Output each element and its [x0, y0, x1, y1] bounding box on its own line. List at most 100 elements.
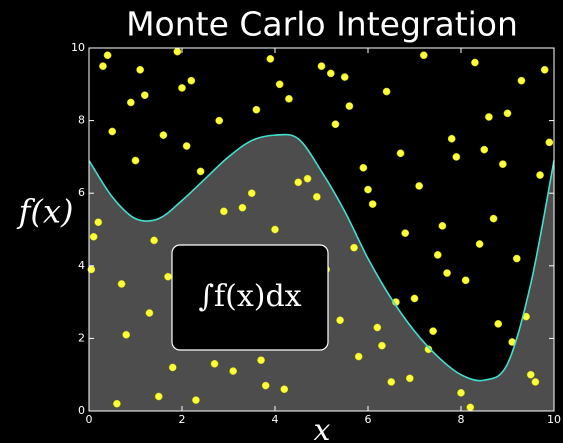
sample-point — [447, 134, 456, 143]
sample-point — [512, 254, 521, 263]
x-axis-label: x — [314, 413, 331, 443]
sample-point — [326, 69, 335, 78]
sample-point — [108, 127, 117, 136]
sample-point — [220, 207, 228, 216]
sample-point — [499, 160, 507, 169]
y-axis-label: f(x) — [17, 193, 74, 231]
sample-point — [178, 84, 186, 92]
sample-point — [192, 396, 200, 404]
sample-point — [340, 73, 349, 81]
sample-point — [401, 229, 410, 237]
sample-point — [373, 323, 382, 332]
sample-point — [257, 356, 265, 365]
sample-point — [103, 51, 112, 60]
y-tick-label: 6 — [78, 186, 85, 199]
sample-point — [424, 345, 433, 354]
sample-point — [99, 62, 107, 71]
sample-point — [345, 102, 354, 110]
sample-point — [173, 47, 182, 56]
x-tick-label: 10 — [547, 413, 561, 426]
sample-point — [247, 189, 256, 198]
sample-point — [378, 341, 386, 350]
sample-point — [164, 272, 172, 281]
sample-point — [433, 251, 442, 259]
sample-point — [215, 116, 224, 125]
sample-point — [350, 243, 358, 252]
sample-point — [261, 381, 270, 390]
sample-point — [475, 240, 484, 248]
sample-point — [485, 113, 493, 121]
sample-point — [94, 218, 103, 227]
sample-point — [471, 58, 479, 67]
sample-point — [415, 182, 423, 190]
sample-point — [536, 171, 544, 179]
sample-point — [382, 87, 391, 96]
sample-point — [229, 367, 237, 375]
x-tick-label: 6 — [365, 413, 372, 426]
sample-point — [266, 55, 275, 63]
annotation-box — [171, 244, 329, 351]
sample-point — [452, 153, 461, 161]
y-tick-label: 8 — [78, 114, 85, 127]
x-tick-label: 0 — [86, 413, 93, 426]
x-tick-label: 4 — [272, 413, 279, 426]
x-tick-label: 2 — [179, 413, 186, 426]
y-tick-label: 10 — [71, 41, 85, 54]
sample-point — [364, 185, 372, 194]
sample-point — [285, 94, 293, 103]
sample-point — [210, 359, 219, 368]
sample-point — [545, 138, 554, 147]
y-tick-label: 4 — [78, 259, 85, 272]
sample-point — [89, 232, 98, 241]
sample-point — [359, 163, 368, 172]
y-tick-label: 0 — [78, 404, 85, 417]
sample-point — [113, 399, 121, 408]
function-curve — [88, 133, 555, 382]
sample-point — [531, 378, 540, 386]
sample-point — [117, 280, 126, 288]
sample-point — [480, 145, 489, 154]
sample-point — [526, 370, 535, 379]
sample-point — [406, 374, 414, 383]
sample-point — [294, 178, 303, 187]
sample-point — [517, 76, 526, 85]
sample-point — [354, 352, 363, 361]
sample-point — [336, 316, 344, 325]
sample-point — [145, 309, 154, 317]
sample-point — [303, 174, 312, 183]
sample-point — [182, 142, 191, 150]
sample-point — [122, 330, 131, 339]
sample-point — [494, 320, 503, 328]
sample-point — [503, 109, 512, 118]
sample-point — [443, 269, 451, 277]
chart-title: Monte Carlo Integration — [126, 5, 518, 44]
annotation-text: ∫f(x)dx — [198, 279, 301, 314]
plot-frame — [88, 47, 555, 412]
sample-point — [187, 76, 196, 85]
sample-point — [275, 80, 284, 89]
sample-point — [136, 65, 144, 74]
sample-point — [331, 120, 340, 129]
sample-point — [317, 62, 326, 71]
sample-point — [461, 276, 470, 285]
sample-point — [238, 203, 247, 212]
sample-point — [154, 392, 163, 401]
sample-point — [131, 156, 140, 165]
sample-point — [438, 222, 447, 230]
sample-point — [419, 51, 428, 60]
sample-point — [196, 167, 205, 176]
sample-point — [159, 131, 168, 139]
sample-point — [280, 385, 289, 394]
sample-point — [368, 200, 377, 208]
sample-point — [150, 236, 158, 245]
sample-point — [457, 389, 465, 397]
sample-point — [466, 403, 475, 412]
sample-point — [540, 65, 549, 74]
sample-point — [252, 105, 261, 114]
sample-point — [168, 363, 177, 372]
sample-point — [271, 225, 279, 234]
sample-point — [387, 378, 396, 386]
x-tick-label: 8 — [458, 413, 465, 426]
sample-point — [429, 327, 437, 335]
